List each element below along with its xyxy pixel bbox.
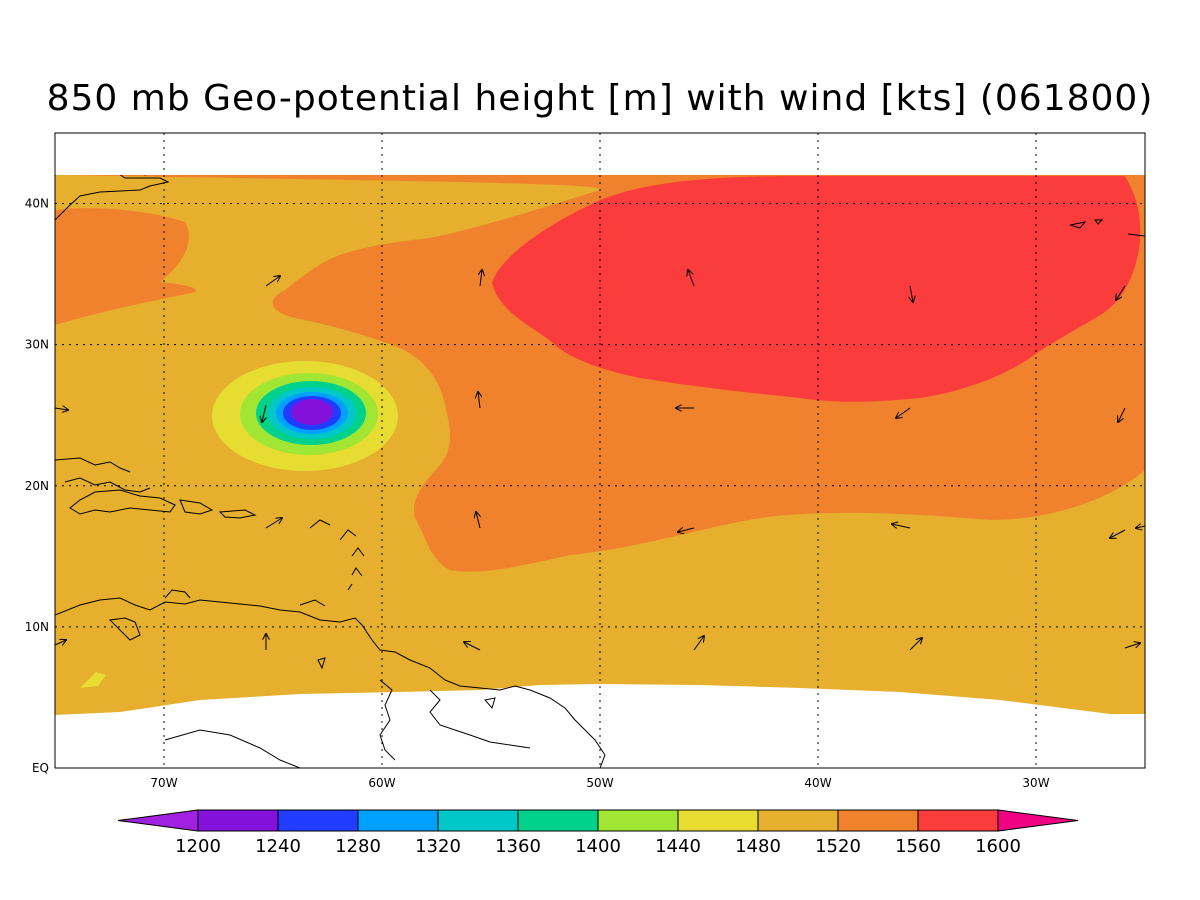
colorbar-box (597, 809, 679, 832)
colorbar-under-triangle (117, 809, 199, 832)
plot-frame (54, 132, 1146, 769)
colorbar-box (677, 809, 759, 832)
lon-tick-label: 40W (804, 776, 831, 790)
longitude-tick-labels: 70W 60W 50W 40W 30W (150, 776, 1049, 790)
colorbar-box (917, 809, 999, 832)
lon-tick-label: 70W (150, 776, 177, 790)
lat-tick-label: 10N (25, 620, 49, 634)
colorbar-box (197, 809, 279, 832)
colorbar-level-label: 1240 (255, 836, 301, 857)
colorbar-box (437, 809, 519, 832)
height-band-1560-1600 (492, 176, 1141, 402)
colorbar-level-label: 1480 (735, 836, 781, 857)
colorbar-box (837, 809, 919, 832)
lat-tick-label: 20N (25, 479, 49, 493)
colorbar-level-label: 1600 (975, 836, 1021, 857)
colorbar-box (757, 809, 839, 832)
colorbar-over-triangle (997, 809, 1079, 832)
lon-tick-label: 50W (586, 776, 613, 790)
colorbar-level-label: 1520 (815, 836, 861, 857)
map-title: 850 mb Geo-potential height [m] with win… (46, 78, 1154, 119)
colorbar-level-label: 1440 (655, 836, 701, 857)
lon-tick-label: 60W (368, 776, 395, 790)
colorbar-box (277, 809, 359, 832)
lon-tick-label: 30W (1022, 776, 1049, 790)
colorbar-level-label: 1320 (415, 836, 461, 857)
lat-tick-label: EQ (32, 761, 49, 775)
height-band-1520-1560-west (55, 208, 196, 325)
colorbar-level-label: 1280 (335, 836, 381, 857)
colorbar-level-label: 1200 (175, 836, 221, 857)
colorbar-box (517, 809, 599, 832)
colorbar-level-label: 1560 (895, 836, 941, 857)
height-patch-small (80, 672, 106, 688)
colorbar-box (357, 809, 439, 832)
colorbar-level-label: 1360 (495, 836, 541, 857)
lat-lon-grid (55, 133, 1145, 768)
height-band-1200-1240 (291, 399, 333, 425)
colorbar-level-label: 1400 (575, 836, 621, 857)
wind-vectors (54, 270, 1146, 651)
contour-fill-layer (55, 133, 1145, 768)
lat-tick-label: 30N (25, 338, 49, 352)
lat-tick-label: 40N (25, 197, 49, 211)
colorbar: 1200 1240 1280 1320 1360 1400 1440 1480 1520 1560… (117, 809, 1079, 857)
latitude-tick-labels: EQ 10N 20N 30N 40N (25, 197, 49, 775)
